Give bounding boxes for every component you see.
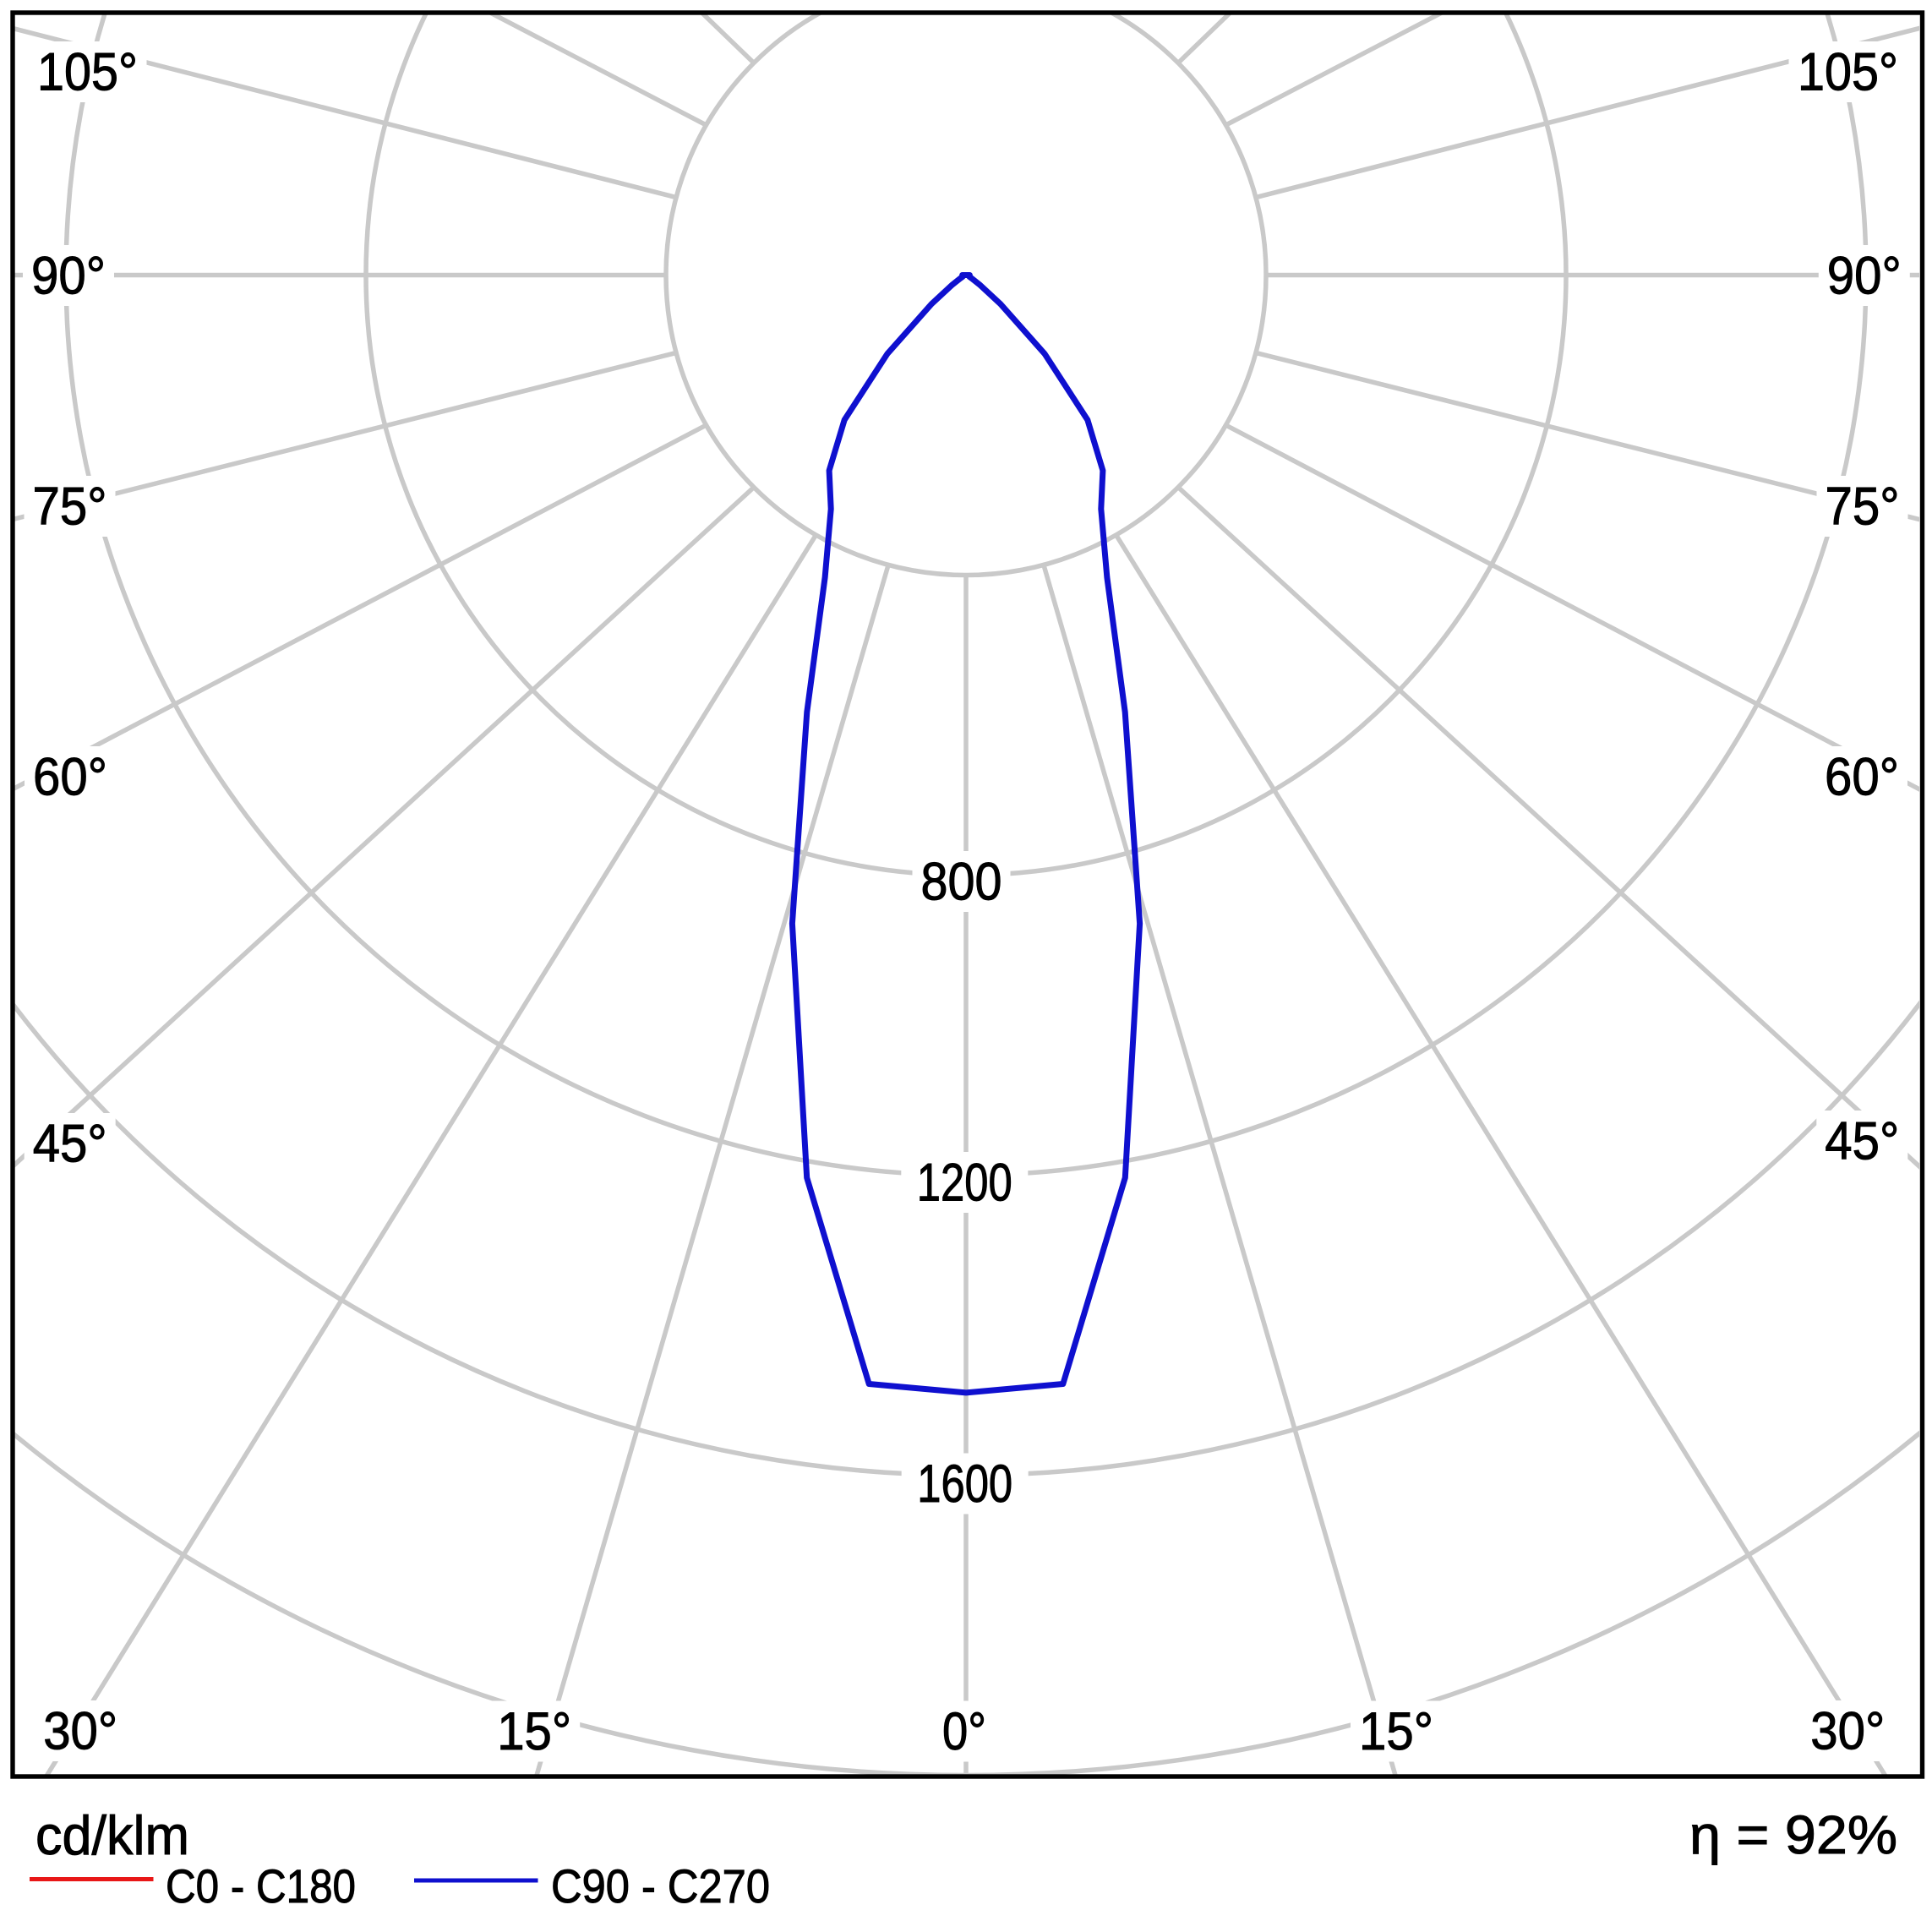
svg-text:45°: 45° <box>1825 1112 1899 1171</box>
svg-text:90°: 90° <box>31 247 106 306</box>
svg-text:0°: 0° <box>942 1702 986 1761</box>
svg-text:105°: 105° <box>37 43 138 102</box>
svg-text:60°: 60° <box>33 748 107 807</box>
svg-text:1200: 1200 <box>917 1154 1012 1213</box>
svg-text:75°: 75° <box>33 478 107 537</box>
svg-text:105°: 105° <box>1798 43 1898 102</box>
svg-text:cd/klm: cd/klm <box>35 1804 189 1866</box>
svg-text:15°: 15° <box>1359 1702 1433 1761</box>
svg-text:1600: 1600 <box>917 1454 1012 1514</box>
svg-text:30°: 30° <box>1810 1702 1885 1761</box>
svg-text:30°: 30° <box>43 1702 117 1761</box>
svg-text:75°: 75° <box>1826 478 1900 537</box>
svg-text:60°: 60° <box>1825 748 1899 807</box>
svg-text:15°: 15° <box>497 1702 571 1761</box>
svg-text:800: 800 <box>921 853 1002 912</box>
svg-text:C90 - C270: C90 - C270 <box>551 1859 770 1913</box>
svg-text:45°: 45° <box>33 1115 107 1174</box>
svg-text:C0 - C180: C0 - C180 <box>166 1859 356 1913</box>
svg-text:η = 92%: η = 92% <box>1689 1804 1897 1865</box>
svg-text:90°: 90° <box>1827 247 1902 306</box>
